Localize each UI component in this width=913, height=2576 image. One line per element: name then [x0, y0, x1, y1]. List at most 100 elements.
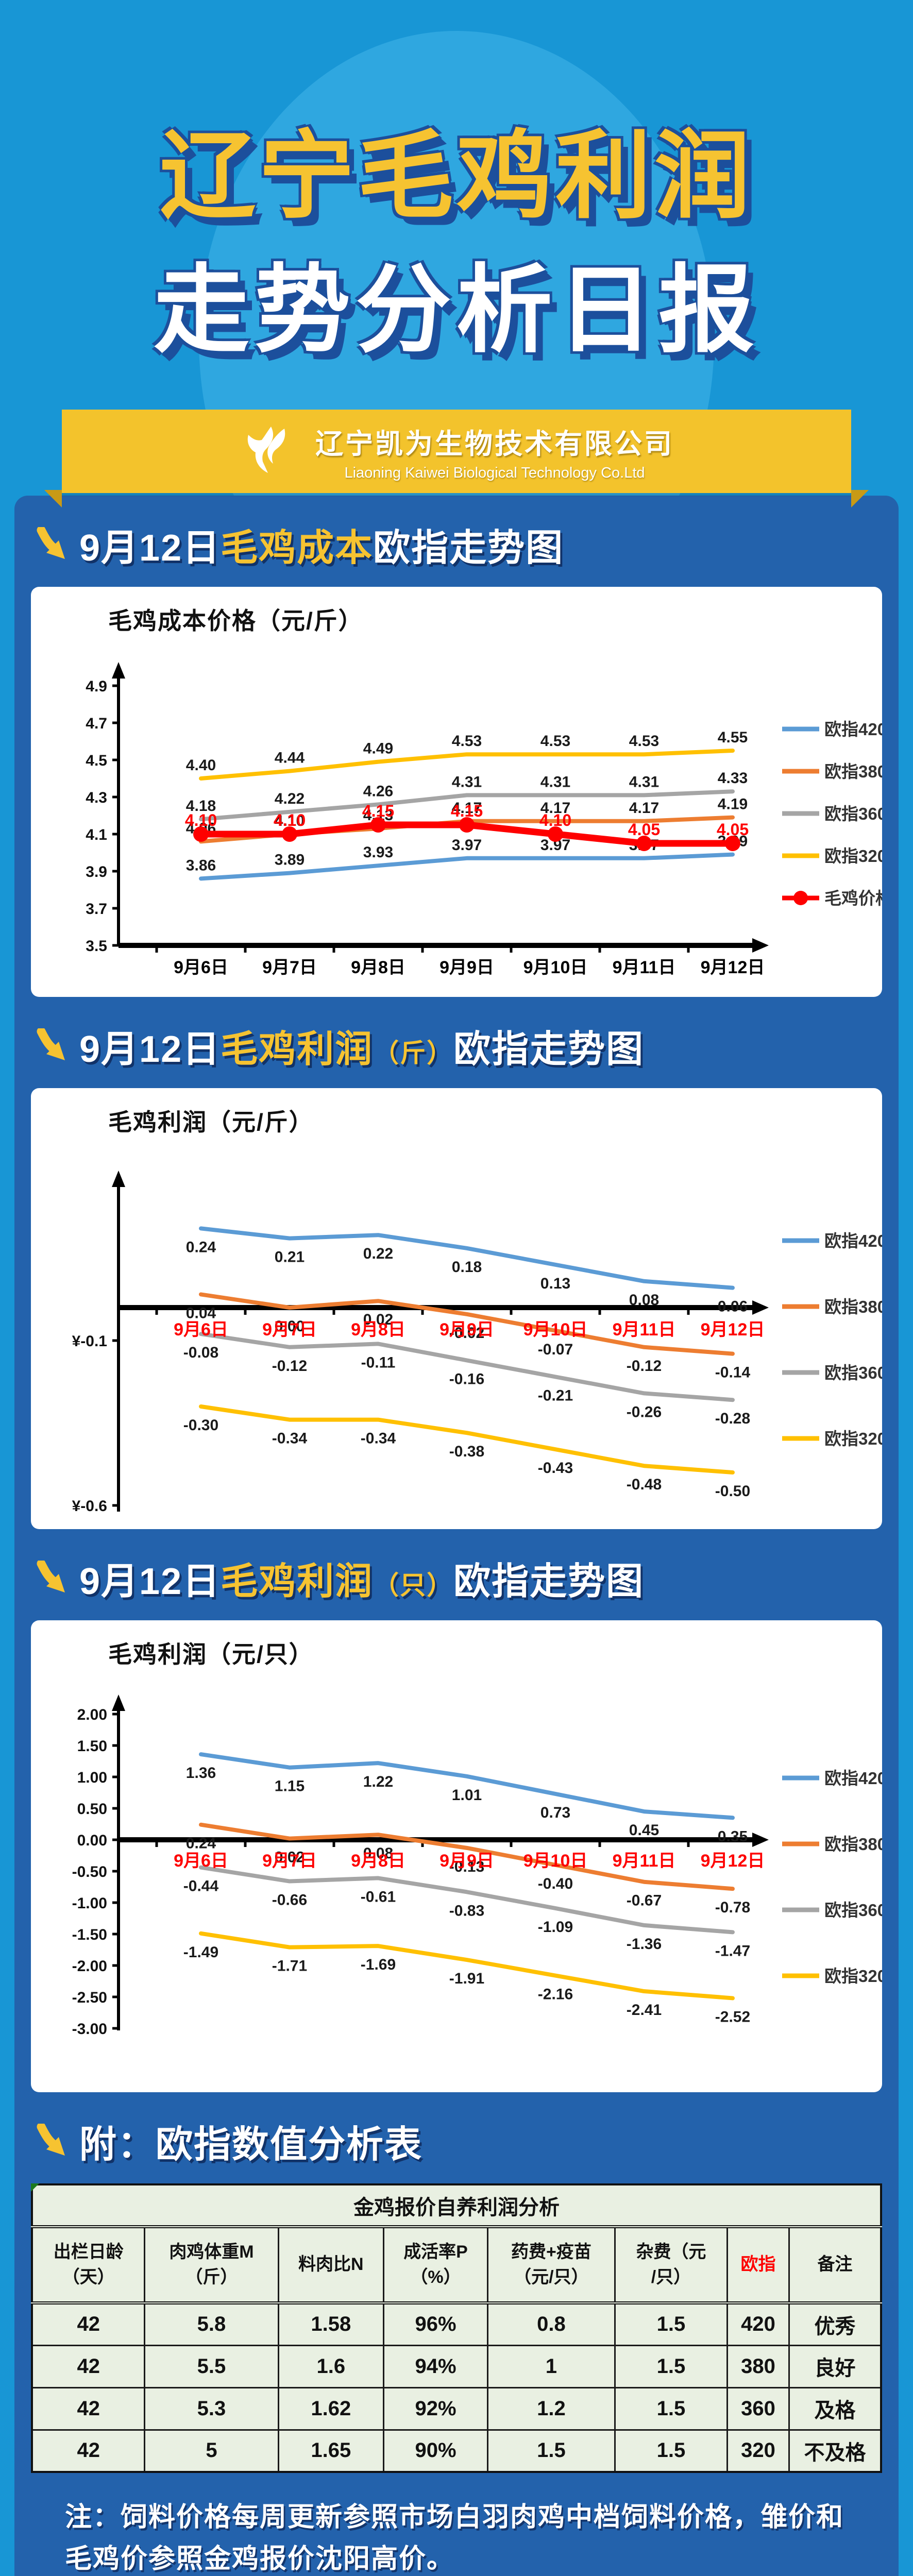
svg-text:欧指420: 欧指420 [824, 1769, 882, 1788]
profit-bird-chart-card: 毛鸡利润（元/只） 2.00 1.50 1.00 0.50 0.00 -0.50 -1.00… [31, 1620, 882, 2092]
table-cell: 90% [383, 2429, 488, 2473]
svg-text:-0.26: -0.26 [627, 1403, 662, 1420]
table-header-row: 出栏日龄 （天） 肉鸡体重M （斤） 料肉比N 成活率P （%） 药费+疫苗 （元/只）… [31, 2225, 882, 2304]
table-title: 金鸡报价自养利润分析 [31, 2183, 882, 2228]
svg-text:0.08: 0.08 [363, 1845, 393, 1862]
table-cell: 94% [383, 2344, 488, 2388]
table-cell: 良好 [788, 2344, 882, 2388]
svg-text:-2.41: -2.41 [627, 2002, 662, 2019]
table-cell: 1.5 [614, 2344, 729, 2388]
svg-text:0.08: 0.08 [629, 1292, 659, 1309]
svg-text:-0.34: -0.34 [361, 1430, 396, 1447]
svg-text:欧指420: 欧指420 [824, 720, 882, 739]
poster-title-line1: 辽宁毛鸡利润 [159, 123, 753, 230]
table-cell: 及格 [788, 2386, 882, 2431]
svg-text:4.17: 4.17 [629, 800, 659, 817]
svg-text:9月12日: 9月12日 [701, 1320, 765, 1340]
svg-text:0.21: 0.21 [275, 1249, 305, 1266]
table-cell: 420 [726, 2302, 790, 2346]
table-col-header: 药费+疫苗 （元/只） [486, 2225, 616, 2304]
svg-text:-0.66: -0.66 [272, 1892, 307, 1909]
svg-text:3.93: 3.93 [363, 844, 393, 861]
svg-text:-0.28: -0.28 [715, 1410, 750, 1427]
svg-text:4.53: 4.53 [540, 733, 570, 750]
svg-text:4.5: 4.5 [86, 752, 107, 769]
svg-text:9月7日: 9月7日 [262, 1851, 317, 1871]
svg-text:-1.47: -1.47 [715, 1942, 750, 1959]
section-arrow-icon [37, 1028, 65, 1060]
table-cell: 1.62 [277, 2386, 385, 2431]
svg-text:4.49: 4.49 [363, 740, 393, 757]
svg-text:-0.43: -0.43 [538, 1460, 573, 1477]
svg-text:欧指420: 欧指420 [824, 1231, 882, 1250]
cost-chart-card: 毛鸡成本价格（元/斤） 4.9 4.7 4.5 4.3 4.1 3.9 3.7 3.5 3.86… [31, 587, 882, 997]
analysis-table-wrap: 金鸡报价自养利润分析 出栏日龄 （天） 肉鸡体重M （斤） 料肉比N 成活率P （%）… [31, 2183, 882, 2473]
svg-text:-0.30: -0.30 [183, 1417, 218, 1434]
svg-text:0.00: 0.00 [77, 1832, 107, 1849]
svg-text:1.01: 1.01 [452, 1787, 482, 1804]
poster-header: 辽宁毛鸡利润 走势分析日报 辽宁凯为生物技术有限公司 Liaoning Kaiw… [0, 0, 913, 507]
svg-text:欧指320: 欧指320 [824, 1429, 882, 1448]
svg-text:-2.00: -2.00 [72, 1958, 107, 1975]
table-cell: 不及格 [788, 2429, 882, 2473]
content-panel: 9月12日毛鸡成本欧指走势图 毛鸡成本价格（元/斤） 4.9 4.7 4.5 4.3 4… [14, 496, 899, 2576]
svg-text:4.10: 4.10 [539, 811, 571, 829]
svg-text:欧指380: 欧指380 [824, 762, 882, 781]
svg-text:-0.07: -0.07 [538, 1341, 573, 1358]
table-cell: 1 [486, 2344, 616, 2388]
svg-text:-0.50: -0.50 [72, 1863, 107, 1880]
svg-text:-1.00: -1.00 [72, 1895, 107, 1912]
table-cell: 1.65 [277, 2429, 385, 2473]
table-row: 42 5 1.65 90% 1.5 1.5 320 不及格 [31, 2429, 882, 2473]
svg-text:9月8日: 9月8日 [351, 1851, 405, 1871]
svg-text:4.55: 4.55 [718, 729, 748, 746]
svg-text:-0.44: -0.44 [183, 1878, 219, 1895]
svg-text:4.10: 4.10 [185, 811, 217, 829]
profit-jin-chart-title: 毛鸡利润（元/斤） [108, 1109, 314, 1136]
svg-text:4.1: 4.1 [86, 826, 107, 843]
svg-text:9月7日: 9月7日 [262, 958, 317, 977]
svg-text:4.18: 4.18 [186, 798, 216, 815]
svg-text:0.22: 0.22 [363, 1245, 393, 1262]
svg-text:9月8日: 9月8日 [351, 958, 405, 977]
svg-text:9月11日: 9月11日 [613, 958, 676, 977]
svg-text:-0.40: -0.40 [538, 1875, 573, 1892]
svg-text:4.31: 4.31 [540, 773, 570, 790]
company-name-en: Liaoning Kaiwei Biological Technology Co… [344, 465, 645, 481]
company-logo-icon [239, 419, 301, 484]
svg-text:9月8日: 9月8日 [351, 1320, 405, 1340]
svg-text:3.86: 3.86 [186, 857, 216, 874]
table-cell: 92% [383, 2386, 488, 2431]
profit-jin-chart-card: 毛鸡利润（元/斤） ¥-0.1 ¥-0.6 0.24 0.21 0.22 0.18 0.13… [31, 1088, 882, 1529]
company-name-block: 辽宁凯为生物技术有限公司 Liaoning Kaiwei Biological … [315, 421, 674, 482]
svg-text:4.17: 4.17 [452, 800, 482, 817]
table-row: 42 5.5 1.6 94% 1 1.5 380 良好 [31, 2344, 882, 2388]
table-col-header: 肉鸡体重M （斤） [144, 2225, 279, 2304]
svg-text:欧指320: 欧指320 [824, 1967, 882, 1986]
svg-text:-0.11: -0.11 [361, 1354, 396, 1371]
table-row: 42 5.3 1.62 92% 1.2 1.5 360 及格 [31, 2386, 882, 2431]
section-title-text: 9月12日毛鸡利润（只）欧指走势图 [79, 1561, 645, 1602]
svg-text:-0.83: -0.83 [449, 1902, 484, 1919]
svg-text:9月9日: 9月9日 [439, 1320, 494, 1340]
svg-text:3.7: 3.7 [86, 901, 107, 918]
svg-text:4.05: 4.05 [628, 820, 660, 839]
svg-text:-3.00: -3.00 [72, 2021, 107, 2038]
profit-per-bird-trend-chart: 2.00 1.50 1.00 0.50 0.00 -0.50 -1.00 -1.50 -2.00… [72, 1694, 882, 2038]
svg-text:-0.38: -0.38 [449, 1443, 484, 1460]
svg-text:-0.08: -0.08 [183, 1344, 218, 1361]
table-cell: 42 [31, 2386, 146, 2431]
svg-text:0.06: 0.06 [718, 1298, 748, 1315]
svg-text:-1.71: -1.71 [272, 1958, 307, 1975]
svg-text:4.7: 4.7 [86, 715, 107, 732]
poster-title-line2: 走势分析日报 [153, 257, 759, 364]
svg-text:0.24: 0.24 [186, 1835, 216, 1852]
svg-text:4.33: 4.33 [718, 770, 748, 787]
svg-text:-1.69: -1.69 [361, 1956, 396, 1973]
svg-text:欧指380: 欧指380 [824, 1297, 882, 1316]
svg-text:毛鸡价格: 毛鸡价格 [824, 889, 882, 908]
table-corner-mark [31, 2183, 39, 2192]
svg-text:4.40: 4.40 [186, 757, 216, 774]
svg-text:-1.09: -1.09 [538, 1919, 573, 1936]
table-col-header: 成活率P （%） [383, 2225, 488, 2304]
